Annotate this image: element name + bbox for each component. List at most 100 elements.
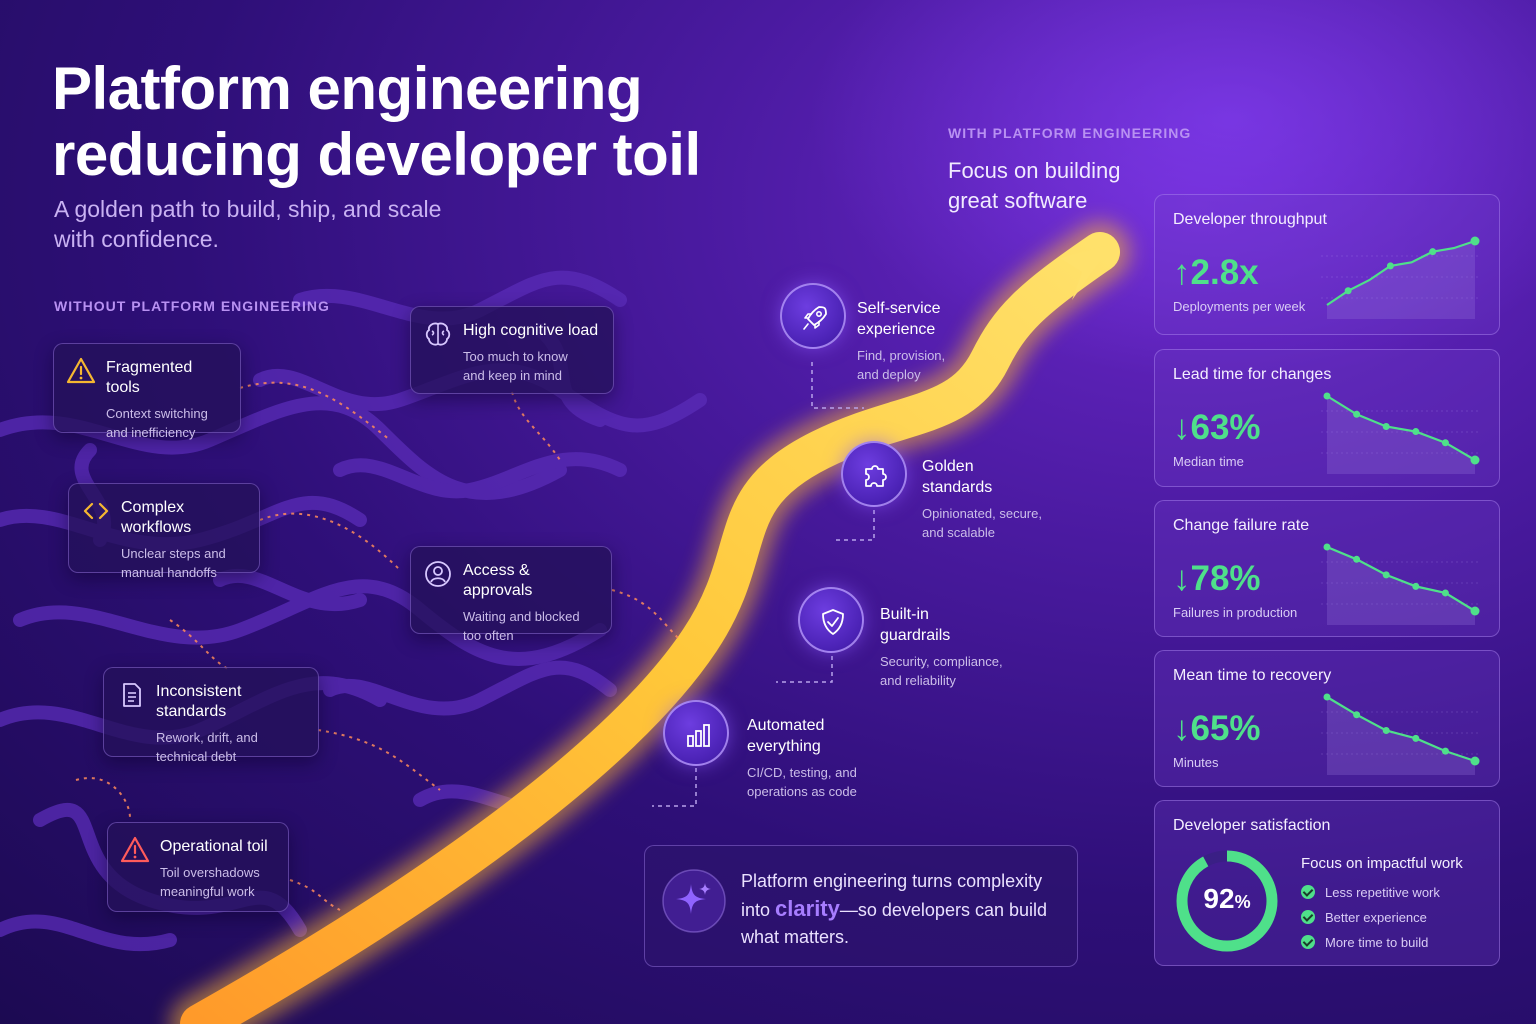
- card-desc-line: meaningful work: [160, 884, 255, 899]
- sparkline-area: [1327, 697, 1475, 775]
- card-desc-line: technical debt: [156, 749, 237, 764]
- satisfaction-unit: %: [1234, 892, 1251, 912]
- document-icon: [123, 683, 141, 707]
- subtitle-line-1: A golden path to build, ship, and scale: [54, 196, 442, 222]
- problem-card-operational-toil: Operational toil Toil overshadows meanin…: [107, 822, 289, 912]
- metric-subtitle: Minutes: [1173, 755, 1219, 770]
- step-title-line: Automated: [747, 717, 825, 734]
- step-title: Automated everything: [747, 715, 907, 757]
- check-circle-icon: [1301, 885, 1315, 899]
- step-self-service: Self-service experience Find, provision,…: [857, 298, 1007, 384]
- focus-title: Focus on impactful work: [1301, 855, 1463, 872]
- card-title: Complex workflows: [121, 499, 192, 536]
- shield-check-icon: [822, 609, 844, 635]
- title-line-1: Platform engineering: [52, 55, 643, 122]
- card-desc-line: Waiting and blocked: [463, 609, 580, 624]
- step-title-line: Built-in: [880, 606, 929, 623]
- step-circle-golden-standards: [841, 441, 907, 507]
- card-desc-line: and inefficiency: [106, 425, 196, 440]
- sparkline-point: [1323, 543, 1331, 551]
- satisfaction-title: Developer satisfaction: [1173, 817, 1331, 834]
- metric-title: Change failure rate: [1173, 517, 1310, 534]
- card-title: Inconsistent standards: [156, 683, 242, 720]
- card-desc-line: manual handoffs: [121, 565, 217, 580]
- metric-value: ↓65%: [1173, 709, 1261, 749]
- step-title: Built-in guardrails: [880, 604, 1040, 646]
- card-desc-line: Rework, drift, and: [156, 730, 258, 745]
- alert-triangle-icon: [120, 836, 150, 863]
- problem-card-access-approvals: Access & approvals Waiting and blocked t…: [410, 546, 612, 643]
- code-brackets-icon: [83, 502, 109, 520]
- sparkline-point: [1323, 392, 1331, 400]
- sparkline-point: [1441, 747, 1449, 755]
- sparkline-point: [1382, 726, 1390, 734]
- step-title: Golden standards: [922, 456, 1082, 498]
- card-description: Unclear steps and manual handoffs: [121, 544, 245, 582]
- check-item-label: Better experience: [1325, 910, 1427, 925]
- card-desc-line: and keep in mind: [463, 368, 563, 383]
- card-desc-line: Unclear steps and: [121, 546, 226, 561]
- step-golden-standards: Golden standards Opinionated, secure, an…: [922, 456, 1082, 542]
- sparkline-point: [1412, 428, 1420, 436]
- problem-card-complex-workflows: Complex workflows Unclear steps and manu…: [68, 483, 260, 580]
- with-heading-line-2: great software: [948, 188, 1088, 213]
- puzzle-icon: [865, 465, 887, 487]
- step-description: CI/CD, testing, and operations as code: [747, 763, 907, 801]
- metric-arrow-down: ↓: [1173, 709, 1191, 748]
- sparkline-point: [1470, 756, 1480, 766]
- step-description: Security, compliance, and reliability: [880, 652, 1040, 690]
- metric-value-text: 65%: [1190, 709, 1261, 748]
- road-arrowhead: [1060, 244, 1112, 300]
- metric-subtitle: Median time: [1173, 454, 1244, 469]
- sparkle-icon: [662, 869, 726, 933]
- subtitle-line-2: with confidence.: [54, 226, 219, 252]
- connector-lines: [75, 381, 681, 911]
- check-circle-icon: [1301, 935, 1315, 949]
- metric-value-text: 2.8x: [1190, 253, 1259, 292]
- satisfaction-card: Developer satisfaction 92% Focus on impa…: [1154, 800, 1500, 966]
- rocket-icon: [803, 306, 827, 330]
- card-description: Context switching and inefficiency: [106, 404, 226, 442]
- step-desc-line: operations as code: [747, 784, 857, 799]
- satisfaction-value: 92%: [1173, 883, 1281, 915]
- metric-card-throughput: Developer throughput ↑2.8x Deployments p…: [1154, 194, 1500, 335]
- step-connectors: [652, 362, 875, 807]
- step-desc-line: and scalable: [922, 525, 995, 540]
- step-circle-self-service: [780, 283, 846, 349]
- metric-value-text: 63%: [1190, 408, 1261, 447]
- metric-value: ↓63%: [1173, 408, 1261, 448]
- donut-progress-arc: [1176, 850, 1278, 952]
- without-section-label: WITHOUT PLATFORM ENGINEERING: [54, 298, 330, 314]
- sparkline-chart: [1321, 693, 1481, 775]
- metric-value: ↑2.8x: [1173, 253, 1259, 293]
- warning-icon: [66, 357, 96, 384]
- sparkline-line: [1326, 239, 1476, 306]
- step-automated: Automated everything CI/CD, testing, and…: [747, 715, 907, 801]
- user-icon: [425, 561, 451, 587]
- sparkline-point: [1323, 693, 1331, 701]
- card-title: Operational toil: [160, 838, 268, 855]
- sparkline-point: [1353, 410, 1361, 418]
- check-item-label: More time to build: [1325, 935, 1429, 950]
- sparkline-line: [1326, 395, 1476, 461]
- step-guardrails: Built-in guardrails Security, compliance…: [880, 604, 1040, 690]
- check-item: Better experience: [1301, 910, 1427, 925]
- sparkline-point: [1441, 589, 1449, 597]
- sparkline-point: [1412, 734, 1420, 742]
- sparkline-chart: [1321, 543, 1481, 625]
- check-circle-icon: [1301, 910, 1315, 924]
- metric-title: Lead time for changes: [1173, 366, 1332, 383]
- sparkline-line: [1326, 696, 1476, 763]
- sparkline-point: [1382, 422, 1390, 430]
- satisfaction-number: 92: [1203, 883, 1235, 914]
- card-desc-line: Toil overshadows: [160, 865, 260, 880]
- step-circle-guardrails: [798, 587, 864, 653]
- problem-card-cognitive-load: High cognitive load Too much to know and…: [410, 306, 614, 394]
- card-desc-line: Too much to know: [463, 349, 568, 364]
- metric-subtitle: Failures in production: [1173, 605, 1298, 620]
- step-title-line: everything: [747, 738, 821, 755]
- step-title-line: Self-service: [857, 300, 941, 317]
- sparkline-point: [1470, 236, 1480, 246]
- metric-value: ↓78%: [1173, 559, 1261, 599]
- check-item: Less repetitive work: [1301, 885, 1440, 900]
